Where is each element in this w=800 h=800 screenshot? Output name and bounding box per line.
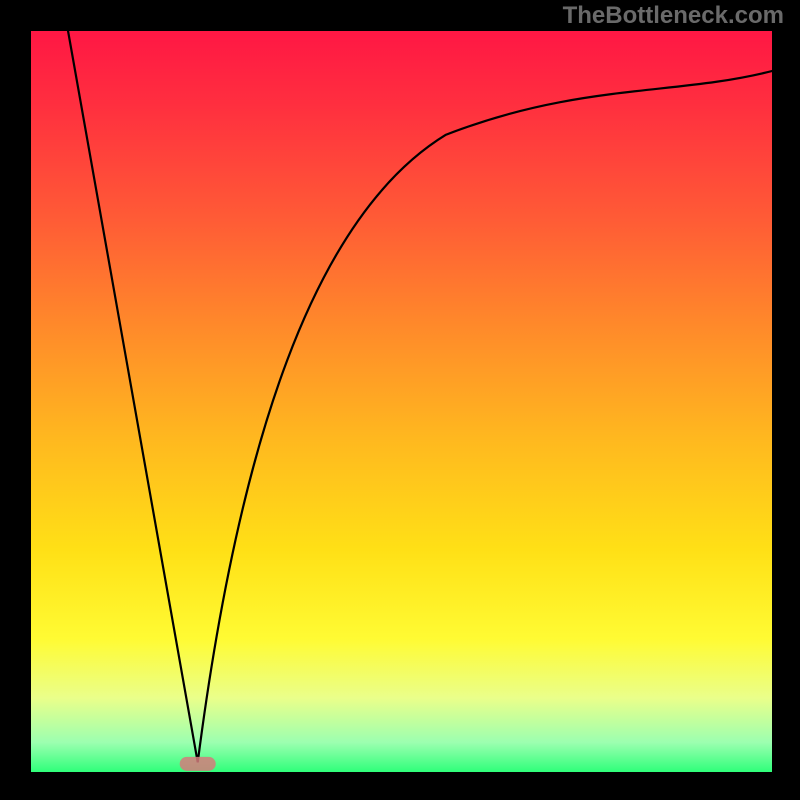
curve-layer xyxy=(31,31,772,772)
chart-container: TheBottleneck.com xyxy=(0,0,800,800)
bottleneck-curve xyxy=(68,31,772,762)
watermark-text: TheBottleneck.com xyxy=(563,2,784,30)
plot-area xyxy=(31,31,772,772)
minimum-marker xyxy=(180,757,216,771)
